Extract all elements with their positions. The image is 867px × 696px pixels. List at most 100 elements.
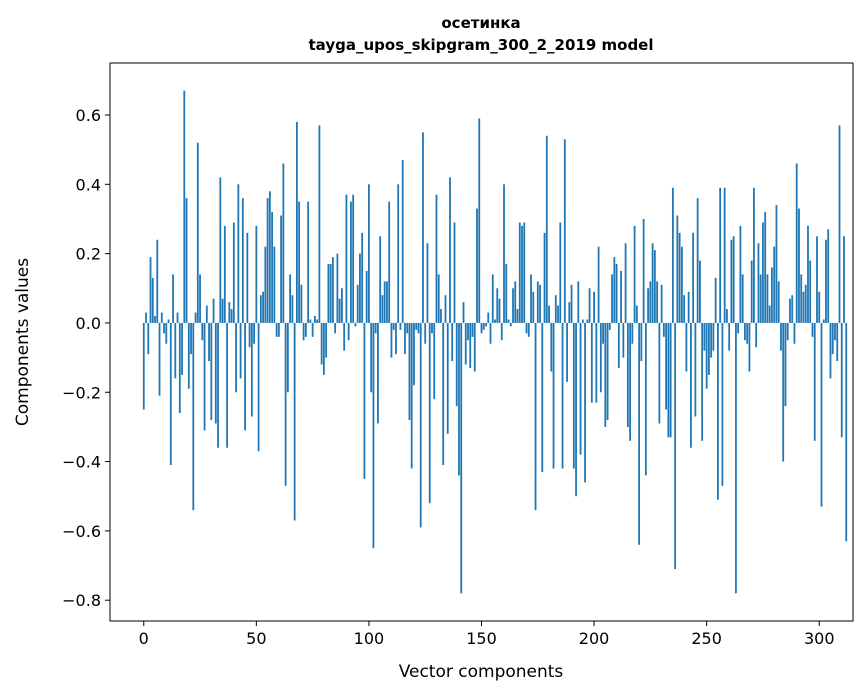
bar-103 — [374, 322, 377, 334]
bar-94 — [354, 322, 357, 327]
bar-7 — [158, 322, 161, 396]
bar-215 — [626, 322, 629, 427]
bar-238 — [678, 232, 681, 323]
bar-63 — [284, 322, 287, 486]
bar-47 — [248, 322, 251, 348]
bar-146 — [471, 322, 474, 337]
bar-140 — [458, 322, 460, 476]
bar-244 — [692, 232, 695, 323]
bar-26 — [201, 322, 204, 341]
bar-205 — [604, 322, 607, 427]
x-tick-label: 50 — [246, 629, 266, 648]
bar-75 — [311, 322, 314, 337]
bar-312 — [845, 322, 848, 542]
bar-101 — [370, 322, 373, 393]
bar-299 — [816, 236, 818, 323]
y-tick-label: −0.8 — [62, 591, 101, 610]
bar-160 — [503, 184, 505, 323]
bar-200 — [593, 291, 595, 323]
bar-122 — [417, 322, 420, 334]
bar-48 — [250, 322, 253, 417]
x-tick-label: 0 — [139, 629, 149, 648]
bar-258 — [723, 187, 726, 323]
x-tick-label: 300 — [804, 629, 835, 648]
bar-130 — [435, 194, 438, 323]
bar-310 — [840, 322, 843, 438]
bar-286 — [786, 322, 789, 341]
bar-102 — [372, 322, 375, 549]
bar-248 — [701, 322, 704, 441]
bar-168 — [521, 225, 523, 323]
bar-150 — [480, 322, 483, 334]
bar-10 — [165, 322, 168, 344]
y-tick-label: 0.0 — [76, 314, 101, 333]
chart-subtitle: tayga_upos_skipgram_300_2_2019 model — [309, 36, 654, 54]
bar-85 — [334, 322, 337, 334]
bar-309 — [838, 125, 841, 323]
bar-260 — [728, 322, 731, 351]
bar-81 — [325, 322, 328, 358]
bar-306 — [831, 322, 834, 355]
bar-303 — [825, 239, 827, 323]
bar-36 — [223, 225, 226, 323]
bar-262 — [732, 236, 735, 323]
bar-277 — [766, 274, 769, 323]
bar-278 — [768, 305, 771, 323]
bar-0 — [142, 322, 145, 410]
bar-14 — [174, 322, 177, 379]
bar-180 — [548, 305, 550, 323]
y-tick-label: 0.4 — [76, 175, 101, 194]
bar-128 — [431, 322, 433, 334]
bar-297 — [811, 322, 814, 337]
bar-110 — [390, 322, 393, 358]
bar-281 — [775, 205, 778, 323]
x-axis: 0 50 100 150 200 250 300 — [139, 621, 835, 648]
bar-236 — [674, 322, 677, 570]
bar-58 — [273, 246, 276, 323]
bar-235 — [671, 187, 674, 323]
bar-24 — [196, 142, 199, 323]
bar-30 — [210, 322, 213, 420]
bar-143 — [464, 322, 467, 365]
bar-218 — [633, 225, 636, 323]
bar-91 — [347, 322, 350, 341]
bar-5 — [154, 316, 156, 323]
bar-197 — [586, 319, 589, 323]
bar-292 — [800, 274, 803, 323]
bar-88 — [341, 288, 343, 323]
plot-frame — [109, 62, 854, 622]
bar-210 — [615, 264, 618, 323]
bar-76 — [313, 316, 316, 323]
bar-64 — [286, 322, 289, 393]
bar-228 — [656, 281, 659, 323]
bar-231 — [662, 322, 665, 337]
bar-311 — [843, 236, 845, 323]
bar-104 — [377, 322, 379, 424]
bar-158 — [498, 298, 501, 323]
bar-193 — [577, 281, 580, 323]
bar-68 — [295, 121, 298, 323]
bar-153 — [487, 312, 490, 323]
bar-18 — [183, 90, 186, 323]
bar-189 — [568, 302, 571, 323]
bar-233 — [667, 322, 670, 438]
x-tick-label: 250 — [691, 629, 722, 648]
bar-45 — [244, 322, 246, 431]
bar-52 — [259, 295, 262, 323]
bar-230 — [660, 284, 663, 323]
bar-86 — [336, 253, 339, 323]
bar-67 — [293, 322, 296, 521]
bar-257 — [721, 322, 724, 486]
bar-98 — [363, 322, 366, 479]
bar-202 — [597, 246, 600, 323]
bar-89 — [343, 322, 346, 351]
bar-42 — [237, 184, 240, 323]
bar-293 — [802, 291, 805, 323]
bar-13 — [172, 274, 174, 323]
y-axis-label: Components values — [13, 258, 33, 426]
bar-1 — [145, 312, 147, 323]
bar-196 — [584, 322, 586, 483]
bar-274 — [759, 274, 762, 323]
bar-177 — [541, 322, 544, 472]
bar-173 — [532, 291, 535, 323]
